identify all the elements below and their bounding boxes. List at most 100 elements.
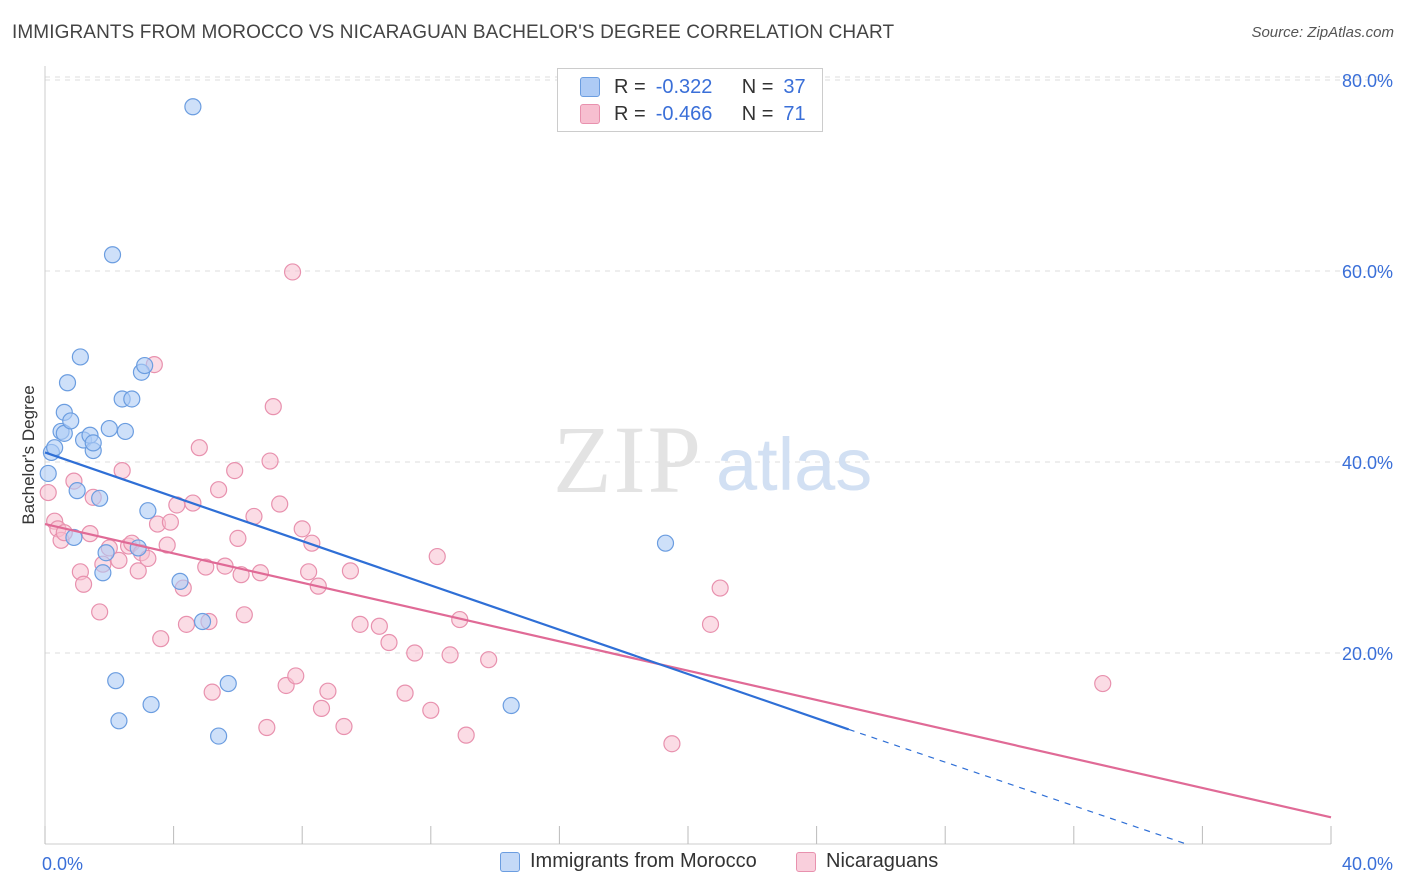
nicaraguans-point: [264, 398, 282, 416]
nicaraguans-point: [370, 617, 388, 635]
morocco-point: [107, 672, 125, 690]
nicaraguans-point: [380, 633, 398, 652]
nicaraguans-point: [287, 667, 305, 685]
morocco-regression-line: [44, 451, 850, 731]
nicaraguans-point: [74, 575, 93, 593]
r-value: -0.322: [655, 75, 713, 98]
morocco-point: [84, 434, 102, 452]
legend-label-morocco: Immigrants from Morocco: [530, 850, 757, 872]
nicaraguans-point: [422, 701, 440, 719]
stats-legend-row-morocco: R = -0.322 N = 37: [580, 73, 806, 101]
chart-title: IMMIGRANTS FROM MOROCCO VS NICARAGUAN BA…: [12, 22, 895, 43]
nicaraguans-point: [197, 558, 215, 576]
x-tick-label: 0.0%: [42, 854, 83, 874]
nicaraguans-point: [711, 579, 729, 597]
tick-labels: 20.0% 40.0% 60.0% 80.0% 0.0% 40.0%: [42, 71, 1393, 874]
morocco-point: [656, 534, 675, 552]
nicaraguans-point: [319, 682, 337, 700]
nicaraguans-swatch: [580, 104, 600, 124]
morocco-legend-swatch: [500, 851, 520, 872]
n-value: 71: [783, 102, 806, 125]
morocco-point: [139, 502, 157, 520]
nicaraguans-point: [177, 615, 196, 633]
nicaraguans-point: [457, 726, 475, 744]
nicaraguans-point: [190, 439, 208, 457]
nicaraguans-point: [235, 606, 253, 624]
morocco-point: [65, 528, 83, 547]
y-axis-label: Bachelor's Degree: [19, 385, 38, 524]
nicaraguans-point: [226, 461, 244, 480]
morocco-swatch: [580, 77, 600, 97]
nicaraguans-point: [701, 615, 720, 633]
morocco-point: [94, 564, 112, 582]
morocco-points: [39, 98, 675, 745]
morocco-point: [58, 374, 77, 392]
source-label: Source: ZipAtlas.com: [1251, 24, 1394, 41]
r-label: R =: [614, 75, 646, 98]
nicaraguans-point: [139, 549, 157, 568]
x-tick-label: 40.0%: [1342, 854, 1393, 874]
morocco-point: [210, 727, 228, 745]
nicaraguans-point: [258, 718, 276, 737]
morocco-point: [116, 422, 134, 441]
nicaraguans-point: [1094, 674, 1112, 693]
legend-item-morocco[interactable]: Immigrants from Morocco: [500, 850, 757, 873]
nicaraguans-legend-swatch: [796, 851, 816, 872]
nicaraguans-point: [335, 717, 353, 736]
morocco-point: [219, 674, 237, 693]
morocco-point: [110, 712, 128, 730]
nicaraguans-point: [428, 547, 446, 566]
r-value: -0.466: [655, 102, 713, 125]
nicaraguans-point: [129, 562, 147, 580]
n-value: 37: [783, 75, 806, 98]
nicaraguans-point: [152, 630, 170, 648]
nicaraguans-point: [480, 651, 498, 669]
morocco-point: [184, 98, 202, 116]
nicaraguans-point: [91, 603, 109, 621]
nicaraguans-point: [203, 683, 221, 701]
morocco-point: [142, 695, 160, 714]
morocco-point: [68, 482, 86, 500]
morocco-point: [97, 544, 115, 562]
morocco-point: [91, 489, 109, 507]
legend-label-nicaraguans: Nicaraguans: [826, 850, 939, 872]
nicaraguans-point: [303, 534, 321, 552]
nicaraguans-point: [663, 735, 681, 753]
nicaraguans-point: [161, 513, 179, 531]
morocco-point: [129, 539, 147, 557]
y-tick-label: 40.0%: [1342, 453, 1393, 473]
nicaraguans-point: [293, 520, 311, 538]
morocco-point: [71, 348, 89, 366]
stats-legend: R = -0.322 N = 37 R = -0.466 N = 71: [557, 68, 823, 132]
nicaraguans-point: [441, 646, 459, 664]
nicaraguans-point: [351, 615, 369, 633]
y-tick-label: 60.0%: [1342, 262, 1393, 282]
nicaraguans-point: [396, 684, 414, 702]
nicaraguans-regression-line: [44, 523, 1332, 819]
nicaraguans-point: [300, 563, 318, 581]
watermark-atlas: atlas: [716, 423, 872, 506]
nicaraguans-point: [283, 263, 302, 281]
morocco-point: [62, 412, 80, 430]
gridlines: [45, 76, 1392, 654]
watermark-zip: ZIP: [553, 406, 703, 513]
series-legend: Immigrants from Morocco Nicaraguans: [0, 850, 1406, 878]
y-tick-label: 80.0%: [1342, 71, 1393, 91]
morocco-point: [100, 419, 118, 438]
morocco-point: [171, 572, 189, 590]
morocco-point: [136, 356, 154, 375]
nicaraguans-point: [229, 529, 247, 548]
nicaraguans-point: [110, 551, 128, 569]
watermark: ZIP atlas: [553, 406, 872, 513]
nicaraguans-point: [39, 483, 57, 502]
morocco-point: [193, 612, 212, 631]
nicaraguans-point: [261, 452, 279, 470]
nicaraguans-point: [406, 644, 424, 662]
nicaraguans-point: [158, 536, 176, 554]
r-label: R =: [614, 102, 646, 125]
morocco-point: [103, 246, 122, 264]
morocco-point: [502, 696, 520, 715]
n-label: N =: [741, 102, 774, 125]
legend-item-nicaraguans[interactable]: Nicaraguans: [796, 850, 938, 873]
